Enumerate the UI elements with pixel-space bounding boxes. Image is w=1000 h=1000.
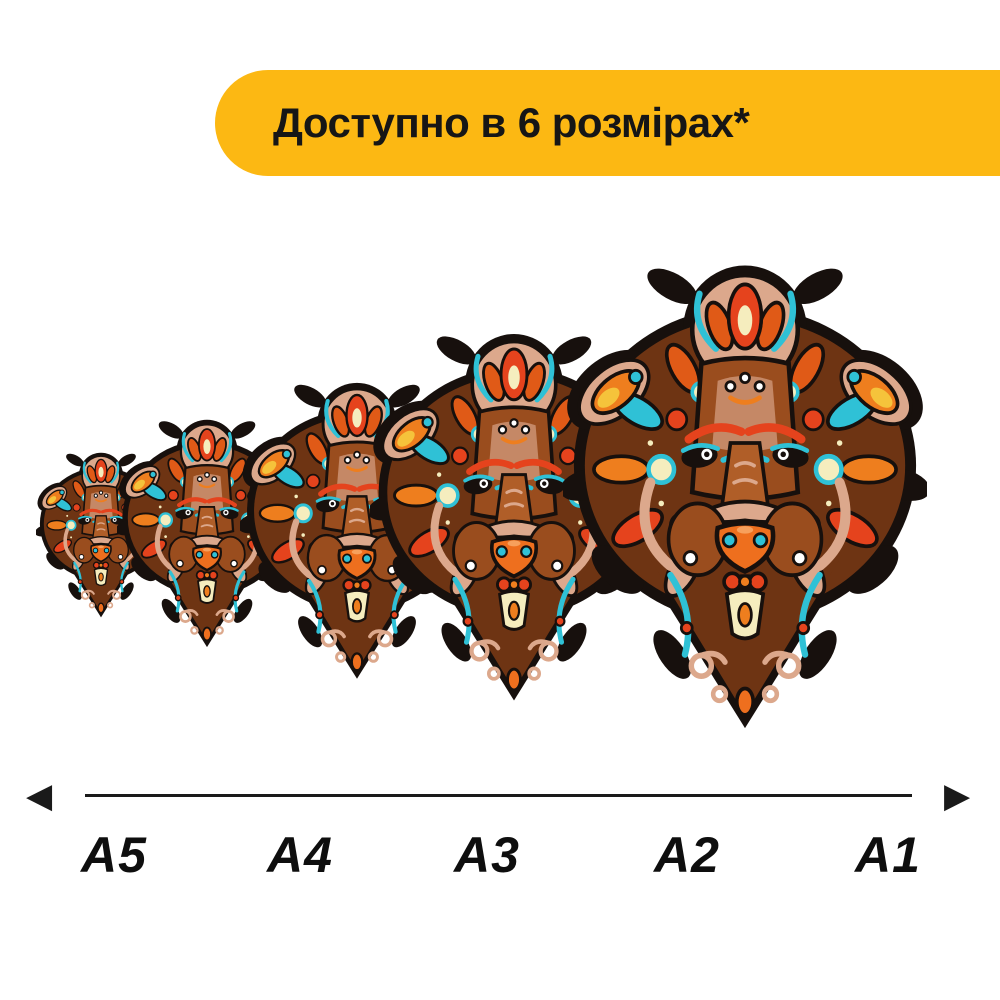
banner-text-regular: Доступно в bbox=[273, 99, 506, 146]
mandala-lion-icon bbox=[563, 258, 927, 730]
size-label-a2: A2 bbox=[654, 827, 720, 883]
banner-text-bold: 6 розмірах* bbox=[517, 99, 750, 146]
size-label-a5: A5 bbox=[81, 827, 147, 883]
size-label-a1: A1 bbox=[855, 827, 921, 883]
lion-puzzle-a1 bbox=[563, 258, 927, 730]
right-arrow-icon: ▶ bbox=[944, 777, 971, 815]
size-label-a3: A3 bbox=[454, 827, 520, 883]
size-label-a4: A4 bbox=[267, 827, 333, 883]
left-arrow-icon: ◀ bbox=[26, 777, 53, 815]
scale-line bbox=[85, 794, 912, 797]
